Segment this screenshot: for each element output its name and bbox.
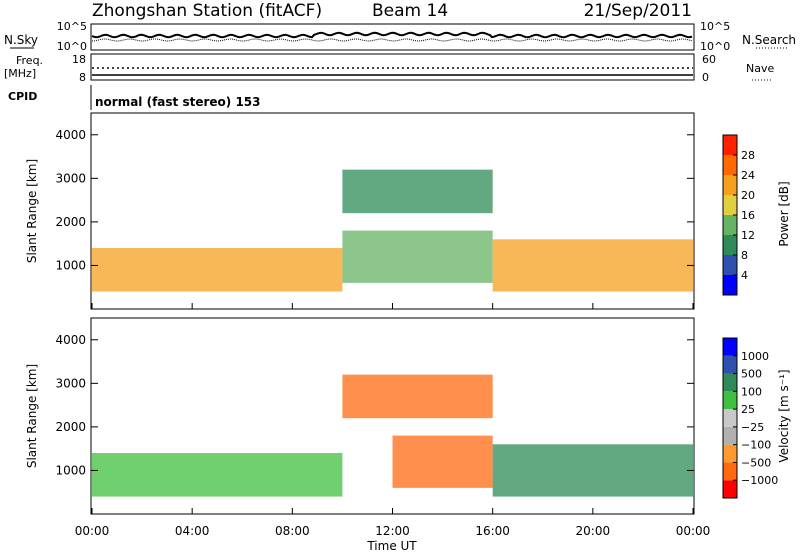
colorbar-swatch (723, 391, 737, 410)
y-tick-label: 4000 (55, 333, 86, 347)
y-tick-label: 3000 (55, 171, 86, 185)
nsky-tick-bottom: 10^0 (57, 40, 87, 53)
date-title: 21/Sep/2011 (584, 1, 692, 21)
heatmap-cell (492, 239, 693, 292)
colorbar-swatch (723, 462, 737, 481)
colorbar-tick-label: 16 (741, 209, 755, 222)
colorbar-frame (722, 337, 738, 499)
colorbar-tick-label: 20 (741, 189, 755, 202)
colorbar-tick-label: 8 (741, 249, 748, 262)
velocity-cbar-label: Velocity [m s⁻¹] (777, 369, 791, 462)
heatmap-cell (342, 374, 493, 419)
heatmap-cell (92, 453, 343, 497)
freq-strip: Freq. [MHz] 18 8 Nave 60 0 (4, 53, 774, 84)
power-y-ticks: 1000 2000 3000 4000 (55, 128, 694, 272)
x-tick-label: 12:00 (375, 524, 410, 538)
colorbar-swatch (723, 135, 737, 155)
y-tick-label: 4000 (55, 128, 86, 142)
y-tick-label: 1000 (55, 258, 86, 272)
cpid-strip: CPID normal (fast stereo) 153 (8, 85, 261, 110)
y-tick-label: 2000 (55, 420, 86, 434)
y-tick-label: 1000 (55, 463, 86, 477)
time-axis: 00:00 04:00 08:00 12:00 16:00 20:00 00:00 (75, 303, 711, 538)
colorbar-swatch (723, 480, 737, 498)
nsearch-line (91, 38, 693, 42)
x-tick-label: 16:00 (475, 524, 510, 538)
velocity-colorbar: 1000 500 100 25 −25 −100 −500 −1000 (722, 337, 778, 499)
nsky-line (91, 31, 693, 39)
heatmap-cell (392, 435, 493, 488)
x-tick-label: 04:00 (175, 524, 210, 538)
nave-tick-top: 60 (702, 53, 716, 66)
colorbar-swatch (723, 195, 737, 215)
colorbar-swatch (723, 215, 737, 235)
colorbar-tick-label: 12 (741, 229, 755, 242)
velocity-panel: 1000 2000 3000 4000 Slant Range [km] 1000 50… (25, 317, 791, 515)
colorbar-swatch (723, 255, 737, 275)
colorbar-swatch (723, 175, 737, 195)
noise-strip: N.Sky 10^5 10^0 N.Search 10^5 10^0 (4, 20, 796, 53)
time-axis-label: Time UT (366, 539, 417, 553)
colorbar-swatch (723, 338, 737, 356)
colorbar-tick-label: 500 (741, 368, 762, 381)
colorbar-tick-label: −25 (741, 421, 764, 434)
freq-unit: [MHz] (4, 67, 36, 80)
colorbar-swatch (723, 355, 737, 374)
freq-tick-top: 18 (72, 53, 86, 66)
cpid-text: normal (fast stereo) 153 (95, 95, 261, 109)
y-tick-label: 2000 (55, 215, 86, 229)
y-tick-label: 3000 (55, 376, 86, 390)
x-tick-label: 20:00 (576, 524, 611, 538)
colorbar-swatch (723, 426, 737, 445)
freq-label: Freq. (16, 54, 43, 67)
x-tick-label: 00:00 (75, 524, 110, 538)
colorbar-tick-label: −500 (741, 456, 771, 469)
x-tick-label: 08:00 (275, 524, 310, 538)
nsky-tick-top: 10^5 (57, 20, 87, 33)
colorbar-swatch (723, 373, 737, 392)
colorbar-tick-label: 1000 (741, 350, 769, 363)
nave-tick-bottom: 0 (702, 71, 709, 84)
colorbar-tick-label: 25 (741, 403, 755, 416)
colorbar-swatch (723, 409, 737, 427)
colorbar-tick-label: −100 (741, 439, 771, 452)
station-title: Zhongshan Station (fitACF) (92, 1, 322, 21)
velocity-y-ticks: 1000 2000 3000 4000 (55, 333, 694, 477)
beam-title: Beam 14 (372, 1, 448, 21)
colorbar-swatch (723, 235, 737, 255)
heatmap-cell (492, 444, 693, 497)
power-panel: 1000 2000 3000 4000 Slant Range [km] 4 8 12 16… (25, 112, 791, 310)
nsearch-tick-bottom: 10^0 (700, 40, 730, 53)
colorbar-swatch (723, 444, 737, 463)
colorbar-tick-label: −1000 (741, 474, 778, 487)
heatmap-cell (92, 248, 343, 292)
velocity-heatmap (92, 374, 693, 497)
nsearch-label: N.Search (742, 33, 796, 47)
colorbar-tick-label: 28 (741, 149, 755, 162)
velocity-ylabel: Slant Range [km] (25, 364, 39, 468)
colorbar-tick-label: 100 (741, 385, 762, 398)
power-cbar-label: Power [dB] (777, 181, 791, 246)
power-colorbar: 4 8 12 16 20 24 28 (722, 134, 755, 296)
heatmap-cell (342, 230, 493, 283)
heatmap-cell (342, 169, 493, 214)
colorbar-swatch (723, 155, 737, 175)
colorbar-tick-label: 4 (741, 269, 748, 282)
x-tick-label: 00:00 (676, 524, 711, 538)
power-heatmap (92, 169, 693, 292)
nsearch-tick-top: 10^5 (700, 20, 730, 33)
colorbar-swatch (723, 275, 737, 295)
freq-tick-bottom: 8 (79, 71, 86, 84)
colorbar-tick-label: 24 (741, 169, 755, 182)
power-ylabel: Slant Range [km] (25, 159, 39, 263)
nave-label: Nave (746, 62, 774, 75)
nsky-label: N.Sky (4, 33, 38, 47)
cpid-label: CPID (8, 90, 37, 103)
